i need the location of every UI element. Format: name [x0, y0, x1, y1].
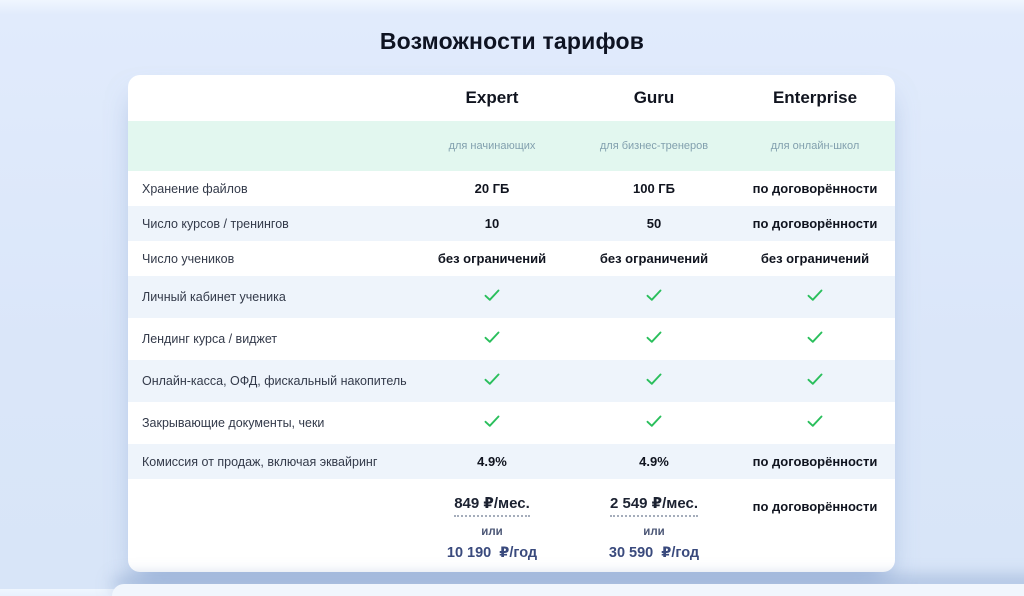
price-yearly: 30 590 ₽/год [608, 545, 700, 561]
page-title: Возможности тарифов [379, 28, 645, 55]
check-icon [484, 289, 500, 302]
feature-value: 20 ГБ [474, 181, 510, 196]
table-row: Лендинг курса / виджет [128, 318, 895, 360]
plans-header-row: Expert Guru Enterprise [128, 75, 895, 121]
cell-check [573, 415, 735, 431]
cell-check [573, 289, 735, 305]
check-icon [807, 331, 823, 344]
check-icon [807, 373, 823, 386]
check-icon [484, 373, 500, 386]
feature-value: 4.9% [639, 454, 669, 469]
plan-name-enterprise: Enterprise [772, 88, 858, 107]
cell-check [573, 331, 735, 347]
price-cell: по договорённости [735, 494, 895, 514]
feature-label: Число учеников [142, 251, 235, 266]
feature-value: 100 ГБ [632, 181, 675, 196]
table-row: Хранение файлов 20 ГБ 100 ГБ по договорённо… [128, 171, 895, 206]
feature-value: по договорённости [752, 454, 878, 469]
plan-subtitle: для начинающих [448, 140, 536, 152]
price-cell: 849 ₽/мес. или 10 190 ₽/год [411, 494, 573, 561]
price-or-label: или [481, 526, 503, 538]
feature-value: по договорённости [752, 181, 878, 196]
check-icon [484, 331, 500, 344]
feature-value: 10 [484, 216, 500, 231]
feature-value: без ограничений [437, 251, 547, 266]
plan-name-expert: Expert [465, 88, 519, 107]
feature-value: 4.9% [477, 454, 507, 469]
price-monthly[interactable]: 849 ₽/мес. [454, 494, 530, 517]
table-row: Комиссия от продаж, включая эквайринг 4.9… [128, 444, 895, 479]
cell-check [411, 415, 573, 431]
feature-label: Комиссия от продаж, включая эквайринг [142, 454, 378, 469]
price-monthly[interactable]: 2 549 ₽/мес. [609, 494, 699, 517]
pricing-row: 849 ₽/мес. или 10 190 ₽/год 2 549 ₽/мес. или… [128, 479, 895, 572]
cell-check [411, 331, 573, 347]
feature-label: Онлайн-касса, ОФД, фискальный накопитель [142, 374, 407, 388]
feature-value: без ограничений [760, 251, 870, 266]
feature-label: Число курсов / тренингов [142, 216, 289, 231]
table-row: Закрывающие документы, чеки [128, 402, 895, 444]
check-icon [807, 415, 823, 428]
cell-check [735, 331, 895, 347]
tariff-comparison-card: Expert Guru Enterprise для начинающих для б… [128, 75, 895, 572]
check-icon [646, 415, 662, 428]
cell-check [573, 373, 735, 389]
price-negotiable: по договорённости [752, 499, 878, 514]
check-icon [646, 331, 662, 344]
feature-value: 50 [646, 216, 662, 231]
feature-value: без ограничений [599, 251, 709, 266]
plan-name-guru: Guru [633, 88, 675, 107]
table-row: Число курсов / тренингов 10 50 по договорён… [128, 206, 895, 241]
feature-label: Закрывающие документы, чеки [142, 416, 325, 430]
plan-subtitle: для бизнес-тренеров [599, 140, 709, 152]
cell-check [411, 373, 573, 389]
price-or-label: или [643, 526, 665, 538]
feature-label: Хранение файлов [142, 181, 248, 196]
check-icon [646, 289, 662, 302]
feature-label: Лендинг курса / виджет [142, 332, 278, 346]
plan-subtitle: для онлайн-школ [770, 140, 860, 152]
check-icon [646, 373, 662, 386]
feature-rows: Хранение файлов 20 ГБ 100 ГБ по договорённо… [128, 171, 895, 479]
cell-check [735, 415, 895, 431]
check-icon [484, 415, 500, 428]
check-icon [807, 289, 823, 302]
feature-value: по договорённости [752, 216, 878, 231]
table-row: Число учеников без ограничений без огранич… [128, 241, 895, 276]
table-row: Онлайн-касса, ОФД, фискальный накопитель [128, 360, 895, 402]
plans-subtitle-row: для начинающих для бизнес-тренеров для онл… [128, 121, 895, 171]
cell-check [411, 289, 573, 305]
price-yearly: 10 190 ₽/год [446, 545, 538, 561]
next-section-top-edge [112, 584, 1024, 596]
cell-check [735, 289, 895, 305]
price-cell: 2 549 ₽/мес. или 30 590 ₽/год [573, 494, 735, 561]
feature-label: Личный кабинет ученика [142, 290, 286, 304]
table-row: Личный кабинет ученика [128, 276, 895, 318]
cell-check [735, 373, 895, 389]
